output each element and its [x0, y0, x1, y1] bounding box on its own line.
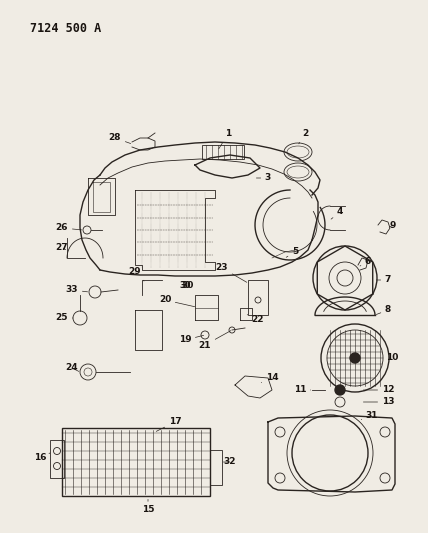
Text: 15: 15 — [142, 499, 154, 514]
Bar — [202, 145, 244, 159]
Text: 27: 27 — [56, 244, 68, 253]
Text: 7124 500 A: 7124 500 A — [30, 22, 101, 35]
Text: 29: 29 — [129, 268, 144, 281]
Circle shape — [350, 353, 360, 363]
Text: 6: 6 — [360, 257, 371, 266]
Circle shape — [335, 385, 345, 395]
Bar — [50, 440, 64, 478]
Text: 31: 31 — [361, 410, 378, 419]
Text: 28: 28 — [109, 133, 131, 143]
Text: 17: 17 — [156, 417, 181, 431]
Text: 21: 21 — [199, 330, 231, 350]
Text: 7: 7 — [376, 276, 391, 285]
Text: 14: 14 — [261, 374, 278, 383]
Text: 9: 9 — [389, 221, 396, 230]
Text: 16: 16 — [34, 453, 50, 463]
Text: 10: 10 — [386, 353, 398, 362]
Text: 2: 2 — [299, 130, 308, 144]
Text: 3: 3 — [256, 174, 271, 182]
Text: 19: 19 — [178, 335, 204, 344]
Text: 1: 1 — [219, 130, 231, 149]
Text: 33: 33 — [66, 286, 88, 295]
Bar — [62, 428, 210, 496]
Bar — [210, 450, 222, 485]
Text: 23: 23 — [216, 263, 247, 282]
Text: 32: 32 — [223, 457, 236, 466]
Text: 4: 4 — [331, 207, 343, 219]
Text: 22: 22 — [247, 314, 264, 325]
Text: 30: 30 — [179, 280, 191, 289]
Text: 30: 30 — [182, 280, 194, 289]
Text: 5: 5 — [286, 247, 298, 257]
Text: 25: 25 — [56, 313, 73, 322]
Bar — [248, 280, 268, 315]
Text: 11: 11 — [294, 385, 311, 394]
Text: 13: 13 — [363, 398, 394, 407]
Text: 8: 8 — [376, 305, 391, 314]
Text: 12: 12 — [363, 385, 394, 394]
Text: 26: 26 — [56, 223, 82, 232]
Text: 20: 20 — [159, 295, 195, 306]
Text: 24: 24 — [65, 364, 79, 373]
